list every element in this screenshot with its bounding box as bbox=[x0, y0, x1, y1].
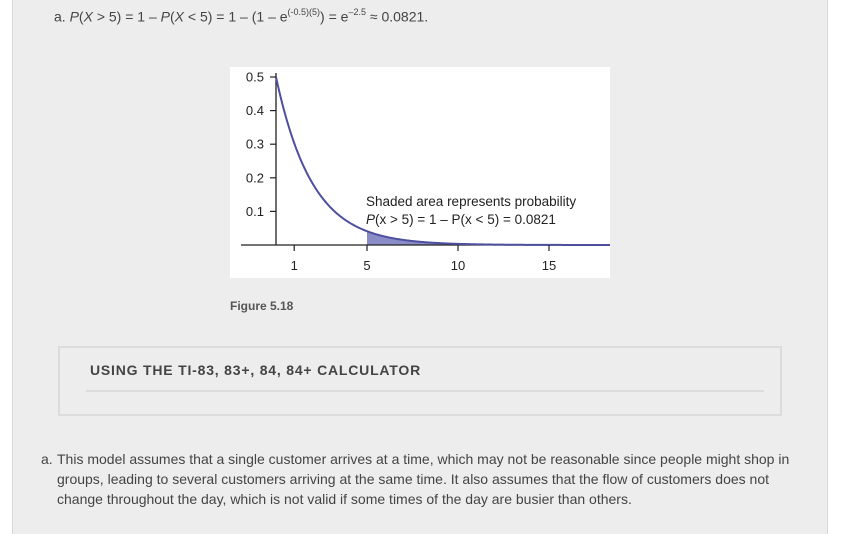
equation-part: ≈ 0.0821. bbox=[365, 8, 429, 25]
equation-part: ( bbox=[78, 8, 84, 25]
x-ticks: 1 5 10 15 bbox=[291, 245, 556, 273]
equation-p-mid: P bbox=[160, 8, 170, 25]
figure-caption: Figure 5.18 bbox=[230, 299, 294, 313]
annotation-formula: (x > 5) = 1 – P(x < 5) = 0.0821 bbox=[375, 212, 556, 227]
y-tick-label: 0.4 bbox=[246, 103, 264, 118]
calculator-box: USING THE TI-83, 83+, 84, 84+ CALCULATOR bbox=[58, 346, 782, 416]
annotation-line-1: Shaded area represents probability bbox=[366, 194, 576, 209]
equation-part: ( bbox=[170, 8, 175, 25]
x-tick-label: 5 bbox=[363, 258, 370, 273]
x-tick-label: 10 bbox=[451, 258, 465, 273]
equation-p-lhs: P bbox=[69, 8, 79, 25]
x-tick-label: 1 bbox=[291, 258, 298, 273]
equation-part: ) = e bbox=[320, 8, 349, 25]
equation-part: < 5) = 1 – (1 – e bbox=[184, 8, 288, 25]
y-tick-label: 0.1 bbox=[246, 204, 264, 219]
calculator-divider bbox=[86, 390, 764, 392]
answer-paragraph: a. This model assumes that a single cust… bbox=[41, 449, 801, 509]
equation-part: > 5) = 1 – bbox=[92, 8, 161, 25]
shaded-area bbox=[367, 231, 610, 245]
y-ticks: 0.5 0.4 0.3 0.2 0.1 bbox=[246, 70, 276, 219]
equation-exponent: –2.5 bbox=[348, 7, 366, 17]
probability-equation: a. P(X > 5) = 1 – P(X < 5) = 1 – (1 – e(… bbox=[54, 7, 429, 25]
y-tick-label: 0.3 bbox=[246, 137, 264, 152]
equation-exponent: (-0.5)(5) bbox=[287, 7, 321, 17]
equation-var: X bbox=[83, 8, 93, 25]
x-tick-label: 15 bbox=[542, 258, 556, 273]
calculator-title: USING THE TI-83, 83+, 84, 84+ CALCULATOR bbox=[90, 362, 422, 378]
answer-text: This model assumes that a single custome… bbox=[57, 451, 790, 507]
annotation-line-2: P(x > 5) = 1 – P(x < 5) = 0.0821 bbox=[366, 212, 556, 227]
equation-var: X bbox=[174, 8, 185, 25]
equation-label: a. bbox=[54, 8, 66, 25]
annotation-p: P bbox=[366, 212, 375, 227]
y-tick-label: 0.5 bbox=[246, 70, 264, 85]
y-tick-label: 0.2 bbox=[246, 170, 264, 185]
answer-label: a. bbox=[41, 451, 53, 467]
density-curve bbox=[275, 76, 610, 246]
